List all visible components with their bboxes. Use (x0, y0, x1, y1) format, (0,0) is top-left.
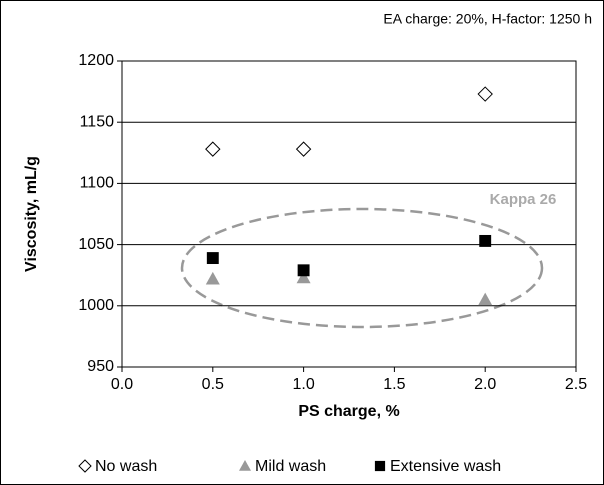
plot-area (121, 60, 577, 368)
legend-marker (374, 460, 386, 472)
x-tick-label: 0.5 (202, 376, 224, 393)
point (295, 141, 312, 157)
point (296, 270, 311, 284)
y-axis-label: Viscosity, mL/g (23, 156, 40, 272)
y-tick-label: 1200 (78, 52, 114, 69)
point (205, 271, 220, 285)
annotation: Kappa 26 (490, 191, 557, 208)
point (479, 234, 492, 247)
legend-label: No wash (95, 458, 157, 475)
y-tick-label: 1050 (78, 236, 114, 253)
legend-label: Extensive wash (390, 458, 501, 475)
y-tick-label: 1150 (80, 113, 115, 130)
point (478, 292, 493, 306)
x-tick-label: 2.0 (474, 376, 496, 393)
legend-marker (78, 459, 92, 473)
point (297, 264, 310, 277)
ellipse (180, 207, 544, 329)
y-tick-label: 1100 (80, 175, 115, 192)
y-tick-label: 1000 (78, 297, 114, 314)
x-tick-label: 0.0 (111, 376, 133, 393)
annotation: EA charge: 20%, H-factor: 1250 h (383, 11, 592, 27)
x-axis-label: PS charge, % (298, 403, 399, 420)
point (206, 252, 219, 265)
y-tick-label: 950 (87, 358, 114, 375)
legend-label: Mild wash (255, 458, 326, 475)
x-tick-label: 2.5 (565, 376, 587, 393)
legend-marker (239, 460, 251, 471)
point (205, 141, 221, 157)
point (477, 86, 493, 102)
x-tick-label: 1.0 (292, 376, 314, 393)
x-tick-label: 1.5 (383, 376, 405, 393)
